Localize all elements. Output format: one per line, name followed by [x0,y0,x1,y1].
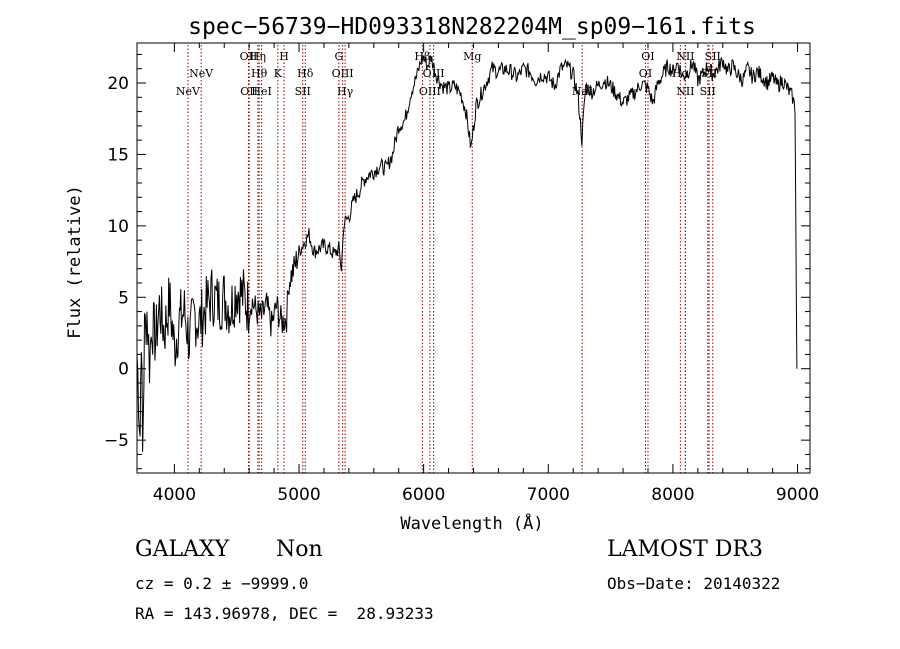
line-label-12: OIII [332,67,354,80]
line-label-5: Hθ [251,67,268,80]
line-label-4: Hη [250,50,266,63]
x-tick-label-5: 9000 [776,485,819,505]
coordinates-readout: RA = 143.96978, DEC = 28.93233 [135,604,434,623]
y-axis-label: Flux (relative) [65,185,85,339]
observation-date: Obs−Date: 20140322 [607,574,781,593]
y-tick-label-1: 0 [118,360,129,380]
line-label-7: K [274,67,283,80]
line-label-0: NeV [176,85,201,98]
x-tick-label-1: 5000 [277,485,320,505]
line-label-13: Hγ [337,85,354,98]
line-label-1: NeV [189,67,214,80]
x-tick-label-4: 8000 [651,485,694,505]
redshift-readout: cz = 0.2 ± −9999.0 [135,574,309,593]
x-axis-label: Wavelength (Å) [400,512,543,534]
line-label-16: OIII [419,85,441,98]
y-tick-label-4: 15 [107,145,129,165]
line-label-10: SII [295,85,311,98]
survey-name: LAMOST DR3 [607,537,763,562]
chart-title: spec−56739−HD093318N282204M_sp09−161.fit… [188,14,756,40]
x-tick-label-2: 6000 [402,485,445,505]
line-label-3: OII [240,85,258,98]
emission-line-markers: NeVNeVOIIOIIHηHθHeIKHHδSIIGOIIIHγHβOIIIO… [176,45,721,473]
line-label-17: Mg [463,50,481,63]
line-label-24: SII [705,50,721,63]
line-label-11: G [335,50,344,63]
y-tick-label-2: 5 [118,288,129,308]
y-tick-label-3: 10 [107,217,129,237]
line-label-9: Hδ [297,67,314,80]
y-tick-label-5: 20 [107,74,129,94]
x-tick-label-0: 4000 [153,485,196,505]
y-tick-label-0: −5 [104,431,129,451]
object-subclass: Non [276,537,323,562]
line-label-2: OII [240,50,258,63]
line-label-8: H [279,50,289,63]
spectrum-line [136,54,798,452]
spectrum-series [136,54,798,452]
line-label-6: HeI [251,85,271,98]
line-label-19: OI [641,50,654,63]
line-label-15: OIII [423,67,445,80]
line-label-26: SII [700,85,716,98]
axis-ticks: 4000 5000 6000 7000 8000 9000 −5 0 5 10 15 20 [104,43,819,505]
x-tick-label-3: 7000 [527,485,570,505]
plot-frame [136,42,811,474]
object-class: GALAXY [135,537,230,562]
line-label-23: NII [676,85,694,98]
line-label-20: OI [639,67,652,80]
